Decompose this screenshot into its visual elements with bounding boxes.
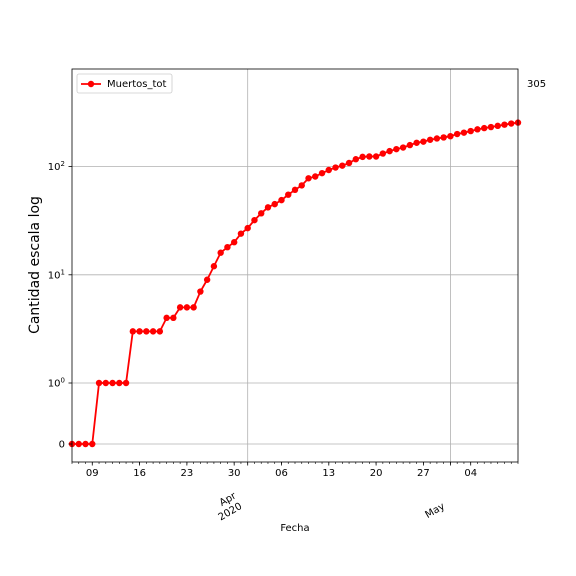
x-axis-title: Fecha: [280, 523, 309, 534]
data-point: [122, 379, 130, 387]
data-point: [359, 153, 366, 161]
data-point: [203, 276, 211, 283]
data-point: [494, 122, 501, 130]
data-point: [399, 144, 407, 151]
last-value-label: 305: [527, 79, 546, 90]
plot-area: [72, 69, 518, 462]
data-point: [406, 141, 414, 149]
data-point: [352, 156, 360, 163]
x-tick-label: 23: [181, 468, 194, 479]
data-point: [271, 200, 278, 208]
x-tick-label: 20: [370, 468, 383, 479]
data-point: [278, 196, 285, 204]
data-point: [89, 440, 96, 448]
data-point: [426, 136, 434, 143]
y-tick-label: 0: [59, 440, 65, 451]
data-point: [224, 243, 231, 251]
y-tick-label-base: 10: [48, 379, 61, 390]
x-tick-label: 04: [464, 468, 477, 479]
data-point: [136, 328, 143, 335]
data-point: [95, 379, 103, 387]
data-point: [453, 130, 461, 138]
legend-box: [76, 73, 173, 94]
y-tick-label-exponent: 0: [61, 377, 65, 385]
y-tick-label: 101: [48, 268, 65, 281]
data-point: [230, 239, 238, 246]
data-point: [332, 164, 339, 171]
data-point: [237, 230, 245, 237]
x-major-tick-label: May: [424, 501, 447, 521]
data-point: [420, 138, 427, 145]
data-point: [487, 123, 495, 131]
data-point: [102, 379, 109, 387]
data-point: [467, 127, 474, 135]
data-point: [305, 175, 312, 182]
data-point: [183, 304, 191, 311]
x-major-tick-label-line: May: [424, 501, 447, 521]
data-point: [433, 135, 441, 142]
data-point: [298, 182, 305, 189]
data-point: [393, 145, 400, 153]
data-point: [345, 159, 353, 167]
series-layer: [68, 119, 522, 448]
x-tick-label: 09: [86, 468, 99, 479]
data-point: [460, 129, 468, 136]
data-point: [501, 121, 508, 128]
data-point: [251, 216, 258, 224]
x-tick-label: 16: [133, 468, 146, 479]
data-point: [413, 139, 420, 146]
data-point: [129, 328, 137, 335]
data-point: [109, 379, 116, 387]
y-tick-label-exponent: 1: [61, 268, 65, 276]
data-point: [339, 162, 346, 169]
y-tick-label-base: 10: [48, 162, 61, 173]
data-point: [447, 132, 454, 140]
data-point: [318, 169, 326, 177]
data-point: [264, 204, 272, 211]
x-tick-label: 06: [275, 468, 288, 479]
data-point: [366, 153, 373, 160]
data-point: [149, 328, 157, 335]
data-point: [508, 120, 515, 127]
legend: Muertos_tot: [76, 73, 173, 94]
data-point: [440, 134, 447, 141]
data-point: [143, 328, 150, 335]
data-point: [116, 379, 123, 387]
y-tick-label: 102: [48, 160, 65, 173]
data-point: [156, 328, 164, 335]
legend-label: Muertos_tot: [107, 79, 167, 90]
data-point: [197, 288, 204, 295]
data-point: [474, 126, 481, 133]
x-tick-label: 30: [228, 468, 241, 479]
data-point: [75, 440, 82, 448]
data-point: [386, 147, 393, 155]
data-point: [190, 304, 197, 311]
data-point: [244, 224, 251, 232]
data-point: [291, 186, 299, 194]
data-point: [170, 314, 177, 322]
data-point: [325, 166, 332, 174]
data-point: [210, 263, 218, 270]
data-point: [481, 124, 488, 132]
data-point: [258, 210, 265, 217]
y-tick-label-base: 10: [48, 270, 61, 281]
legend-marker: [87, 80, 95, 88]
data-point: [82, 440, 89, 448]
y-tick-label-exponent: 2: [61, 160, 65, 168]
data-point: [176, 304, 184, 311]
data-point: [312, 173, 319, 180]
data-point: [379, 150, 387, 157]
x-tick-label: 13: [322, 468, 335, 479]
x-tick-label: 27: [417, 468, 430, 479]
data-point: [217, 249, 224, 256]
data-point: [163, 314, 170, 322]
y-tick-label: 100: [48, 377, 65, 390]
data-point: [372, 153, 380, 160]
data-point: [285, 191, 292, 198]
y-axis-title: Cantidad escala log: [27, 196, 43, 334]
